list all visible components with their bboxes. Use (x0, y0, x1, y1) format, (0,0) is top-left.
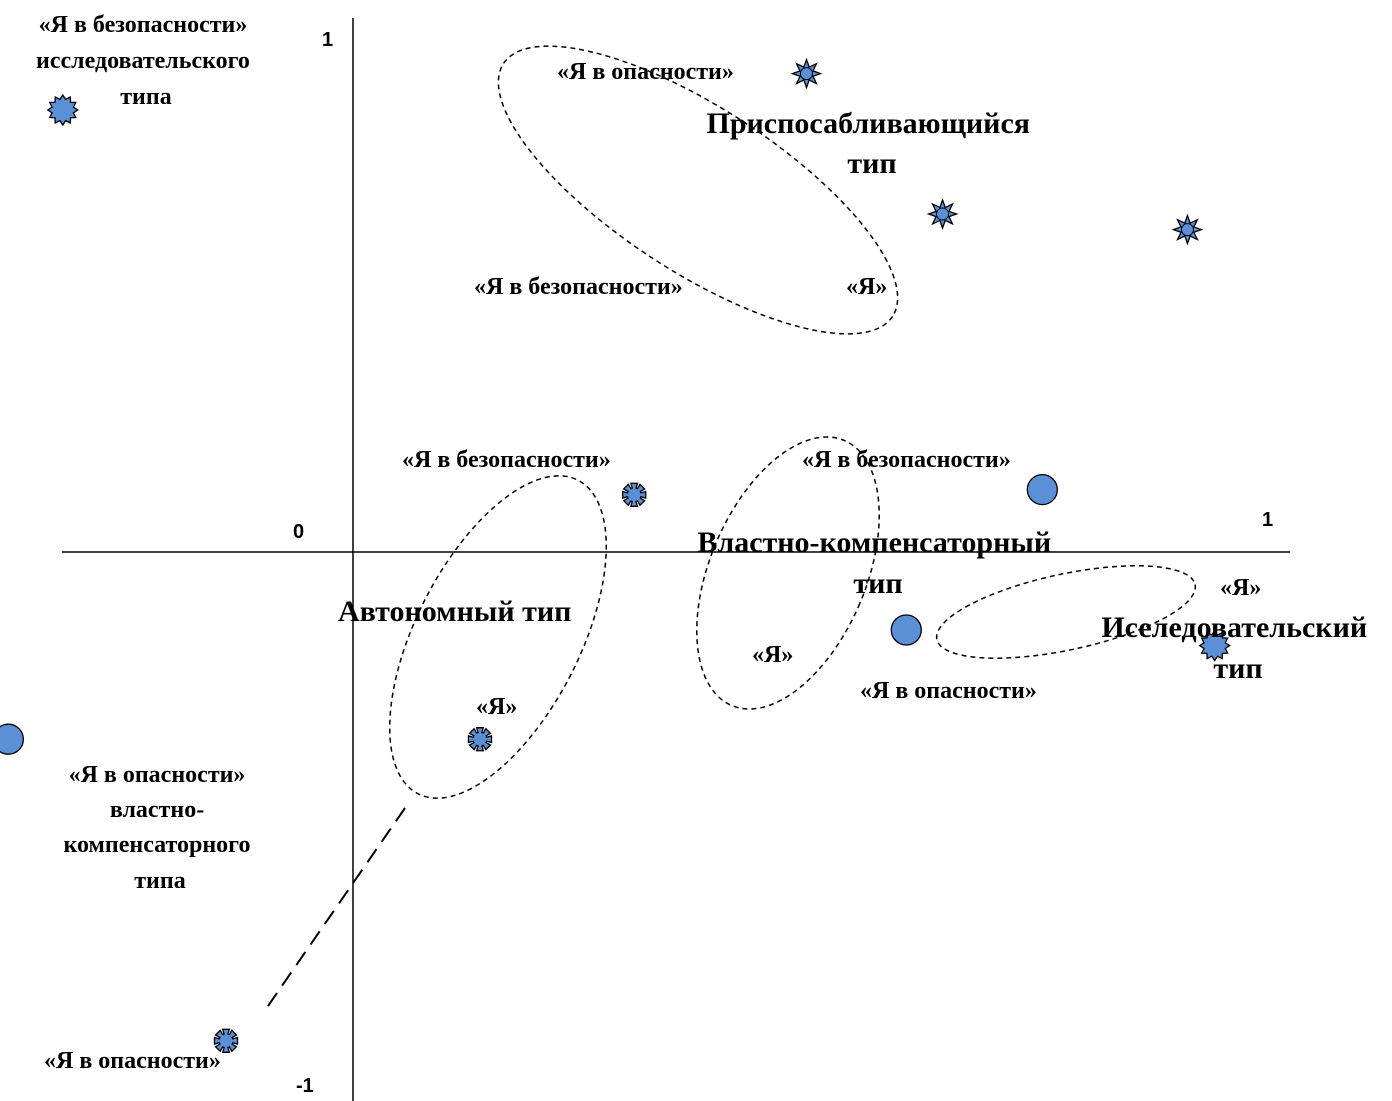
label-power-self: «Я» (752, 642, 793, 668)
outlier-link (267, 807, 406, 1007)
data-point-1-core (936, 207, 950, 221)
group-label-adaptive: Приспосабливающийся тип (706, 107, 1037, 180)
tick-x-max: 1 (1262, 509, 1273, 531)
tick-y-min: -1 (296, 1075, 314, 1097)
label-research-self: «Я» (1220, 575, 1261, 601)
tick-y-max: 1 (322, 29, 333, 51)
markers-layer (0, 57, 1231, 1053)
data-point-0-core (800, 67, 813, 81)
group-outline-power-compensatory (696, 436, 880, 710)
group-outline-adaptive (497, 45, 899, 335)
label-adaptive-safe: «Я в безопасности» (474, 274, 683, 300)
data-point-3 (621, 482, 647, 507)
data-point-10 (1198, 629, 1231, 662)
group-label-autonomous: Автономный тип (338, 595, 571, 628)
label-adaptive-danger: «Я в опасности» (557, 59, 734, 85)
data-point-5 (213, 1028, 239, 1053)
label-research-danger: «Я в опасности» (860, 678, 1037, 704)
data-point-8 (0, 723, 24, 755)
group-outline-autonomous (388, 475, 608, 799)
label-autonomous-safe: «Я в безопасности» (402, 447, 611, 473)
tick-origin: 0 (293, 521, 304, 543)
data-point-6 (1026, 473, 1058, 506)
label-autonomous-self: «Я» (476, 694, 517, 720)
group-label-research: Иселедовательский тип (1101, 611, 1374, 685)
label-adaptive-self: «Я» (846, 274, 887, 300)
data-point-4 (467, 727, 493, 752)
label-power-outlier: «Я в опасности» властно- компенсаторного… (64, 762, 257, 894)
data-point-2-core (1180, 223, 1194, 237)
group-label-power-compensatory: Властно-компенсаторный тип (697, 526, 1058, 600)
label-autonomous-danger: «Я в опасности» (44, 1048, 221, 1074)
data-point-7 (890, 614, 922, 646)
label-research-outlier: «Я в безопасности» исследовательского ти… (36, 12, 256, 110)
data-point-11 (46, 93, 79, 127)
label-power-safe: «Я в безопасности» (802, 447, 1011, 473)
group-outline-research (935, 565, 1197, 659)
